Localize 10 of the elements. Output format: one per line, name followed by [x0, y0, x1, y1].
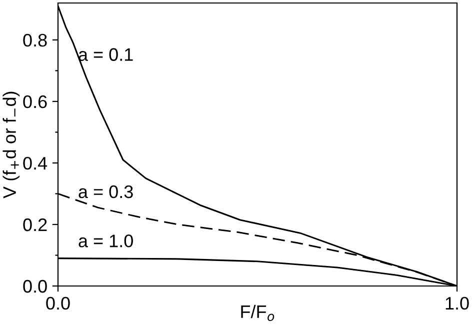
- y-tick-label: 0.6: [23, 95, 47, 108]
- y-axis-title: V (f$_{+}$d or f$_{−}$d): [2, 92, 20, 198]
- x-axis-title: F/F$_{o}$: [241, 304, 274, 322]
- y-tick-label: 0.8: [23, 34, 47, 47]
- series-label: a = 0.3: [78, 185, 133, 198]
- y-tick-label: 0.0: [23, 280, 47, 293]
- y-tick-label: 0.4: [23, 156, 48, 170]
- x-tick-label: 1.0: [446, 296, 469, 310]
- y-tick-label: 0.2: [23, 218, 47, 232]
- series-label: a = 1.0: [78, 234, 133, 248]
